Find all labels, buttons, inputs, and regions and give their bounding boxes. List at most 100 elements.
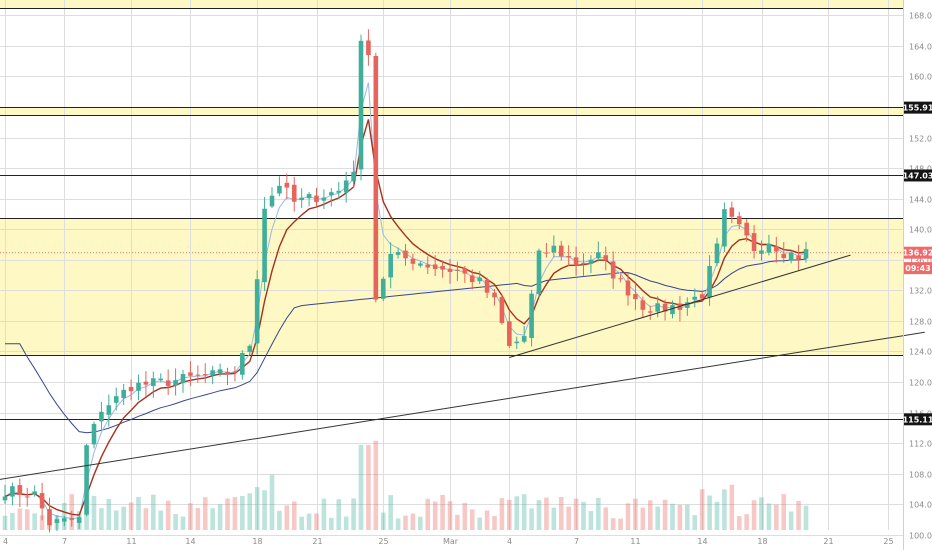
candle-body-23 [173, 380, 178, 386]
trendlines [0, 254, 925, 480]
candle-body-71 [529, 293, 534, 338]
candle-body-12 [91, 423, 97, 445]
volume-bar-38 [284, 505, 290, 530]
volume-bar-84 [625, 503, 631, 530]
volume-bar-100 [744, 514, 749, 530]
volume-bar-50 [373, 440, 379, 530]
candle-body-10 [76, 517, 82, 523]
volume-bar-89 [662, 499, 668, 530]
y-tick-label-15: 160.00 [909, 73, 932, 82]
volume-bar-4 [32, 513, 37, 530]
volume-bar-49 [366, 445, 371, 530]
volume-bar-69 [514, 496, 520, 530]
candle-body-92 [685, 302, 690, 308]
trendline-1 [509, 254, 851, 358]
candle-body-108 [803, 249, 809, 259]
price-badge-label-1: 147.03 [903, 171, 932, 180]
volume-bar-59 [440, 494, 445, 530]
volume-bar-72 [536, 500, 542, 530]
volume-bar-43 [321, 498, 327, 530]
candle-body-101 [751, 233, 757, 252]
candle-body-48 [358, 40, 364, 170]
volume-bar-64 [477, 517, 482, 530]
x-tick-label-11: 14 [697, 537, 707, 546]
x-tick-label-14: 25 [883, 537, 893, 546]
candle-body-76 [566, 256, 571, 258]
candle-body-60 [447, 268, 453, 272]
candle-body-53 [395, 251, 401, 255]
candle-body-4 [32, 491, 37, 495]
candle-body-13 [99, 411, 104, 422]
volume-bar-108 [803, 505, 809, 530]
candle-body-99 [736, 216, 742, 225]
candle-body-47 [351, 171, 356, 182]
x-tick-label-10: 11 [630, 537, 640, 546]
x-tick-label-7: Mar [443, 537, 459, 546]
ma-long-line [5, 258, 807, 434]
volume-bar-12 [91, 495, 97, 530]
candle-body-9 [69, 518, 75, 520]
volume-bar-39 [291, 501, 297, 530]
candle-body-81 [603, 255, 609, 261]
volume-bar-1 [10, 513, 15, 530]
y-tick-label-9: 136.00 [909, 257, 932, 266]
candle-body-58 [432, 264, 438, 270]
candle-body-103 [766, 243, 772, 253]
y-tick-label-17: 168.00 [909, 12, 932, 21]
volume-bar-33 [247, 493, 253, 530]
volume-bar-99 [736, 516, 742, 530]
grid-lines [0, 0, 903, 536]
candle-body-41 [306, 193, 312, 199]
volume-bar-76 [566, 506, 571, 530]
volume-bar-40 [299, 516, 304, 530]
price-badge-2 [904, 246, 932, 259]
volume-bar-77 [573, 498, 579, 530]
volume-bar-19 [143, 508, 149, 530]
candle-body-74 [551, 245, 557, 253]
y-tick-label-6: 124.00 [909, 348, 932, 357]
y-tick-label-5: 120.00 [909, 379, 932, 388]
candle-body-90 [670, 305, 675, 315]
volume-bar-58 [432, 501, 438, 530]
volume-bar-82 [610, 518, 616, 530]
candle-body-62 [462, 268, 468, 274]
candle-body-5 [39, 493, 45, 509]
volume-bar-5 [39, 515, 45, 530]
volume-bar-103 [766, 503, 772, 530]
candle-body-22 [165, 380, 171, 386]
candle-body-97 [722, 209, 727, 247]
volume-bar-18 [136, 496, 141, 530]
candle-body-25 [188, 372, 193, 376]
volume-bar-52 [388, 495, 393, 530]
volume-bar-27 [202, 497, 208, 530]
candle-body-28 [210, 370, 215, 376]
candle-body-44 [329, 192, 334, 196]
y-tick-label-13: 152.00 [909, 135, 932, 144]
price-badge-label-0: 155.91 [903, 104, 932, 113]
price-badge-0 [904, 101, 932, 114]
volume-bar-16 [121, 506, 126, 530]
volume-bar-60 [447, 501, 453, 530]
candle-body-67 [499, 296, 505, 324]
volume-bar-92 [685, 504, 690, 530]
volume-bar-98 [729, 484, 735, 530]
candle-body-87 [647, 311, 653, 313]
candle-body-0 [2, 496, 8, 501]
candle-body-6 [47, 509, 52, 526]
candle-body-77 [573, 257, 579, 266]
candle-body-8 [62, 518, 67, 522]
candle-body-31 [232, 371, 238, 373]
candle-body-34 [254, 279, 260, 344]
volume-bar-51 [380, 512, 386, 530]
x-tick-label-13: 21 [823, 537, 833, 546]
y-tick-label-1: 104.00 [909, 501, 932, 510]
candle-body-66 [492, 292, 497, 298]
candle-body-65 [484, 279, 490, 293]
volume-bar-24 [180, 516, 186, 530]
zone-1 [0, 106, 903, 116]
volume-bar-17 [128, 502, 134, 530]
candle-body-52 [388, 253, 393, 278]
y-tick-label-2: 108.00 [909, 471, 932, 480]
volume-bar-74 [551, 507, 557, 530]
candle-body-17 [128, 386, 134, 392]
